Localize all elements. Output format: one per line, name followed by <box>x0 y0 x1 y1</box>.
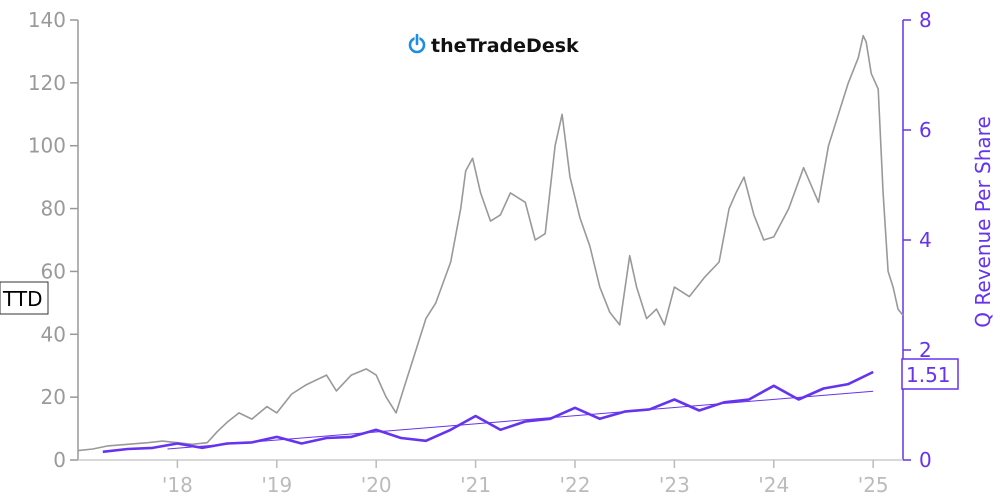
power-icon <box>408 33 426 54</box>
left-tick-label: 80 <box>41 197 66 221</box>
ticker-label: TTD <box>2 287 42 311</box>
right-tick-label: 0 <box>919 448 932 472</box>
left-tick-label: 60 <box>41 259 66 283</box>
trend-line <box>167 390 874 450</box>
x-tick-label: '22 <box>560 473 591 497</box>
logo: theTradeDesk <box>408 33 579 57</box>
x-tick-label: '25 <box>858 473 889 497</box>
last-value-badge: 1.51 <box>901 358 959 390</box>
left-tick-label: 100 <box>28 134 66 158</box>
left-tick-label: 0 <box>53 448 66 472</box>
left-tick-label: 140 <box>28 8 66 32</box>
logo-text: theTradeDesk <box>431 35 579 57</box>
left-axis: 0 20 40 60 80 100 120 140 <box>28 8 79 472</box>
right-tick-label: 4 <box>919 228 932 252</box>
left-tick-label: 120 <box>28 71 66 95</box>
x-tick-label: '24 <box>758 473 789 497</box>
left-tick-label: 40 <box>41 322 66 346</box>
right-tick-label: 8 <box>919 8 932 32</box>
right-tick-label: 6 <box>919 118 932 142</box>
revenue-line <box>102 370 874 454</box>
x-axis: '18 '19 '20 '21 '22 '23 '24 '25 <box>78 459 903 497</box>
right-axis: 0 2 4 6 8 <box>902 8 932 472</box>
right-axis-title: Q Revenue Per Share <box>971 116 995 328</box>
x-tick-label: '19 <box>261 473 292 497</box>
price-line <box>77 34 904 452</box>
series-layer <box>77 34 904 454</box>
x-tick-label: '18 <box>162 473 193 497</box>
left-tick-label: 20 <box>41 385 66 409</box>
x-tick-label: '23 <box>659 473 690 497</box>
last-value-label: 1.51 <box>906 363 951 387</box>
x-tick-label: '20 <box>361 473 392 497</box>
right-tick-label: 2 <box>919 338 932 362</box>
ticker-badge: TTD <box>0 281 49 315</box>
x-tick-label: '21 <box>460 473 491 497</box>
